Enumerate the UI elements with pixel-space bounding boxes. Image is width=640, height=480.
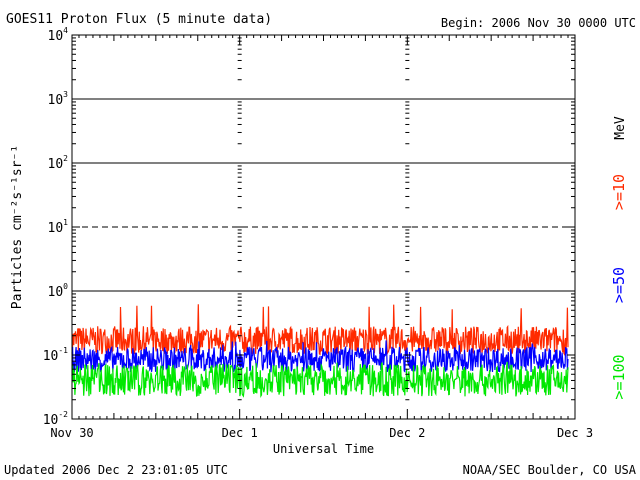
x-tick-label: Dec 3 [557, 426, 593, 440]
x-tick-label: Dec 2 [389, 426, 425, 440]
y-tick-label: 10-2 [43, 410, 68, 428]
y-tick-label: 101 [48, 218, 69, 236]
y-tick-label: 10-1 [43, 346, 68, 364]
series-line-3 [71, 361, 569, 398]
series-line-1 [71, 304, 569, 357]
legend-label-2: >=50 [610, 267, 628, 303]
x-axis-label: Universal Time [273, 442, 374, 456]
y-axis-label: Particles cm⁻²s⁻¹sr⁻¹ [10, 145, 25, 309]
y-tick-label: 102 [48, 154, 69, 172]
y-tick-label: 100 [48, 282, 69, 300]
updated-timestamp: Updated 2006 Dec 2 23:01:05 UTC [4, 463, 228, 477]
y-tick-label: 103 [48, 90, 69, 108]
x-tick-label: Nov 30 [50, 426, 93, 440]
units-label: MeV [613, 116, 628, 140]
chart-title: GOES11 Proton Flux (5 minute data) [6, 12, 272, 27]
y-tick-label: 104 [48, 26, 69, 44]
legend-label-3: >=100 [610, 354, 628, 399]
begin-date-label: Begin: 2006 Nov 30 0000 UTC [441, 16, 636, 30]
x-tick-label: Dec 1 [222, 426, 258, 440]
series-line-2 [71, 340, 569, 373]
source-credit: NOAA/SEC Boulder, CO USA [463, 463, 637, 477]
legend-label-1: >=10 [610, 174, 628, 210]
